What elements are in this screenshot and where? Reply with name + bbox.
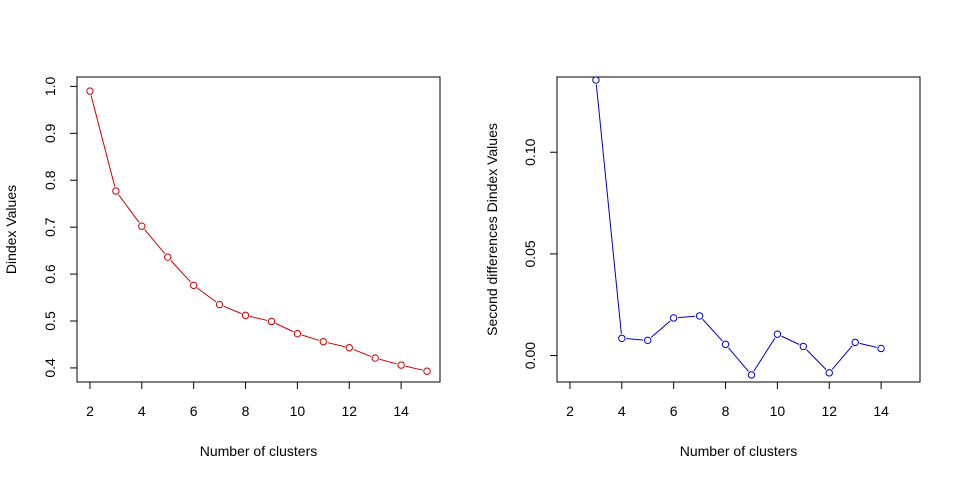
series-line-segment <box>223 305 242 315</box>
y-tick-label: 0.7 <box>42 217 58 237</box>
x-tick-label: 10 <box>770 403 786 419</box>
x-tick-label: 4 <box>138 403 146 419</box>
data-point <box>189 281 198 290</box>
data-point <box>618 334 626 342</box>
data-point <box>267 317 276 326</box>
x-tick-label: 4 <box>618 403 626 419</box>
series-line-segment <box>702 318 723 342</box>
series-line-segment <box>118 194 140 223</box>
data-point <box>371 354 379 362</box>
chart-panel-second-differences: 2 4 6 8 10 12 14 0.00 0.05 0.10 Number of clusters… <box>484 76 921 459</box>
y-tick-label: 0.6 <box>42 264 58 284</box>
x-tick-label: 2 <box>86 403 94 419</box>
series-line-segment <box>249 315 268 321</box>
data-point <box>215 300 224 309</box>
y-axis-title: Second differences Dindex Values <box>484 123 500 336</box>
series-line-segment <box>353 348 372 357</box>
y-tick-label: 0.8 <box>42 170 58 190</box>
y-tick-label: 0.5 <box>42 311 58 331</box>
series-line-segment <box>595 84 622 334</box>
series-line-segment <box>90 95 116 187</box>
y-tick-label: 1.0 <box>42 76 58 96</box>
x-tick-label: 12 <box>821 403 837 419</box>
series-line-segment <box>626 338 644 341</box>
x-tick-label: 8 <box>242 403 250 419</box>
y-tick-label: 0.9 <box>42 123 58 143</box>
series-line-segment <box>301 334 320 341</box>
data-point <box>397 361 405 369</box>
data-point <box>86 87 94 95</box>
series-line-segment <box>170 260 191 283</box>
plot-frame <box>76 76 441 383</box>
series-line-segment <box>327 342 345 348</box>
x-tick-label: 12 <box>341 403 357 419</box>
data-point <box>825 369 833 377</box>
series-line-segment <box>781 335 800 345</box>
series-line-segment <box>831 345 853 370</box>
series-line-segment <box>275 322 294 333</box>
series-line-segment <box>405 365 423 371</box>
series-line-segment <box>678 315 696 319</box>
series-line-segment <box>753 337 776 372</box>
data-point <box>851 338 859 347</box>
series-line-segment <box>859 342 877 348</box>
data-point <box>773 330 782 338</box>
data-point <box>877 344 885 353</box>
series-line-segment <box>806 349 827 370</box>
x-axis-title: Number of clusters <box>200 443 317 459</box>
data-point <box>592 76 600 84</box>
data-point <box>138 222 146 230</box>
series-line-segment <box>196 287 217 303</box>
series-line-segment <box>728 347 749 372</box>
x-axis-title: Number of clusters <box>680 443 797 459</box>
x-tick-label: 10 <box>290 403 306 419</box>
series-line-segment <box>650 320 671 338</box>
series-line-segment <box>379 358 397 365</box>
data-point <box>695 312 704 320</box>
y-tick-label: 0.00 <box>522 342 538 369</box>
data-point <box>721 340 730 349</box>
y-tick-label: 0.05 <box>522 240 538 267</box>
data-point <box>112 187 120 195</box>
plot-frame <box>556 76 921 383</box>
y-tick-label: 0.10 <box>522 138 538 165</box>
x-tick-label: 2 <box>566 403 574 419</box>
data-point <box>799 342 808 351</box>
data-point <box>747 371 756 379</box>
data-point <box>319 337 328 346</box>
x-tick-label: 6 <box>670 403 678 419</box>
x-tick-label: 8 <box>722 403 730 419</box>
data-point <box>669 314 678 322</box>
x-tick-label: 6 <box>190 403 198 419</box>
data-point <box>164 253 172 261</box>
y-axis-title: Dindex Values <box>3 185 19 274</box>
data-point <box>423 367 431 375</box>
data-point <box>241 311 250 320</box>
chart-panel-dindex: 2 4 6 8 10 12 14 0.4 0.5 0.6 0.7 0.8 0.9 1.0 Number of… <box>3 76 441 459</box>
data-point <box>345 344 353 352</box>
y-tick-label: 0.4 <box>42 358 58 378</box>
data-point <box>644 336 652 345</box>
data-point <box>293 329 302 338</box>
series-line-segment <box>144 229 166 255</box>
x-tick-label: 14 <box>393 403 409 419</box>
x-tick-label: 14 <box>873 403 889 419</box>
